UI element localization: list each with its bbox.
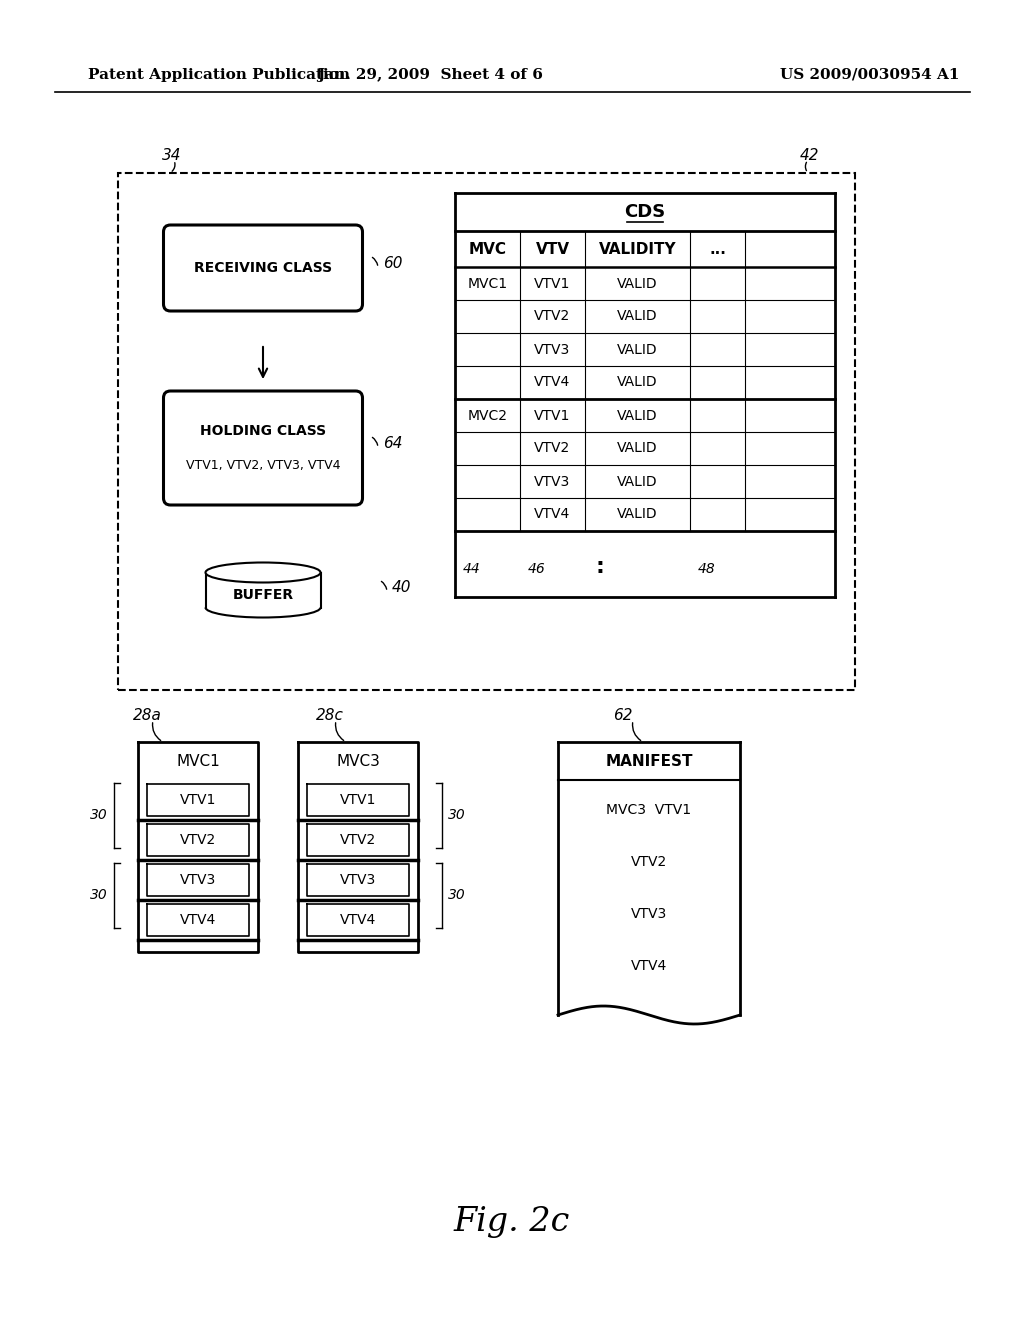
Text: VALID: VALID bbox=[617, 474, 657, 488]
Text: VTV4: VTV4 bbox=[340, 913, 376, 927]
Text: MVC3: MVC3 bbox=[336, 755, 380, 770]
Text: 28c: 28c bbox=[316, 708, 344, 723]
Text: :: : bbox=[595, 557, 604, 577]
Text: VALID: VALID bbox=[617, 375, 657, 389]
Text: 30: 30 bbox=[90, 888, 108, 902]
Text: VTV3: VTV3 bbox=[535, 474, 570, 488]
Text: VTV2: VTV2 bbox=[180, 833, 216, 847]
Text: 40: 40 bbox=[392, 579, 412, 595]
Text: MANIFEST: MANIFEST bbox=[605, 754, 693, 768]
Text: 62: 62 bbox=[613, 708, 633, 723]
Text: Patent Application Publication: Patent Application Publication bbox=[88, 69, 350, 82]
Text: VTV3: VTV3 bbox=[631, 907, 667, 921]
Text: VTV2: VTV2 bbox=[340, 833, 376, 847]
Bar bbox=[118, 173, 855, 690]
Text: 46: 46 bbox=[528, 562, 546, 576]
Text: VTV1, VTV2, VTV3, VTV4: VTV1, VTV2, VTV3, VTV4 bbox=[185, 458, 340, 471]
Text: VTV3: VTV3 bbox=[180, 873, 216, 887]
Text: VTV1: VTV1 bbox=[180, 793, 216, 807]
Ellipse shape bbox=[206, 562, 321, 582]
Text: ...: ... bbox=[709, 242, 726, 256]
Text: CDS: CDS bbox=[625, 203, 666, 220]
Text: 60: 60 bbox=[383, 256, 402, 271]
Text: BUFFER: BUFFER bbox=[232, 587, 294, 602]
Text: VTV4: VTV4 bbox=[535, 507, 570, 521]
Text: VTV4: VTV4 bbox=[535, 375, 570, 389]
Text: MVC1: MVC1 bbox=[176, 755, 220, 770]
Text: Jan. 29, 2009  Sheet 4 of 6: Jan. 29, 2009 Sheet 4 of 6 bbox=[317, 69, 543, 82]
Text: VTV4: VTV4 bbox=[180, 913, 216, 927]
FancyBboxPatch shape bbox=[164, 391, 362, 506]
Text: VTV2: VTV2 bbox=[631, 855, 667, 869]
FancyBboxPatch shape bbox=[164, 224, 362, 312]
Text: VTV2: VTV2 bbox=[535, 309, 570, 323]
Text: 30: 30 bbox=[449, 808, 466, 822]
Text: VALID: VALID bbox=[617, 309, 657, 323]
Text: VTV4: VTV4 bbox=[631, 960, 667, 973]
Text: VTV1: VTV1 bbox=[340, 793, 376, 807]
Text: VALID: VALID bbox=[617, 342, 657, 356]
Text: 30: 30 bbox=[90, 808, 108, 822]
Text: VALID: VALID bbox=[617, 408, 657, 422]
Text: VTV2: VTV2 bbox=[535, 441, 570, 455]
Text: VALID: VALID bbox=[617, 507, 657, 521]
Text: VTV1: VTV1 bbox=[535, 408, 570, 422]
Text: US 2009/0030954 A1: US 2009/0030954 A1 bbox=[780, 69, 959, 82]
Text: 30: 30 bbox=[449, 888, 466, 902]
Text: Fig. 2c: Fig. 2c bbox=[454, 1206, 570, 1238]
Text: 34: 34 bbox=[162, 148, 181, 162]
Text: MVC: MVC bbox=[469, 242, 507, 256]
Text: MVC3  VTV1: MVC3 VTV1 bbox=[606, 803, 691, 817]
Text: 28a: 28a bbox=[133, 708, 162, 723]
Text: VTV1: VTV1 bbox=[535, 276, 570, 290]
Text: VALID: VALID bbox=[617, 441, 657, 455]
Text: VTV3: VTV3 bbox=[340, 873, 376, 887]
Text: VTV3: VTV3 bbox=[535, 342, 570, 356]
Text: 48: 48 bbox=[698, 562, 716, 576]
Text: 64: 64 bbox=[383, 436, 402, 451]
Text: RECEIVING CLASS: RECEIVING CLASS bbox=[194, 261, 332, 275]
Text: VALID: VALID bbox=[617, 276, 657, 290]
Text: 42: 42 bbox=[800, 148, 819, 162]
Text: HOLDING CLASS: HOLDING CLASS bbox=[200, 424, 326, 438]
Text: 44: 44 bbox=[463, 562, 480, 576]
Text: VTV: VTV bbox=[536, 242, 569, 256]
Text: VALIDITY: VALIDITY bbox=[599, 242, 676, 256]
Text: MVC1: MVC1 bbox=[467, 276, 508, 290]
Text: MVC2: MVC2 bbox=[468, 408, 508, 422]
